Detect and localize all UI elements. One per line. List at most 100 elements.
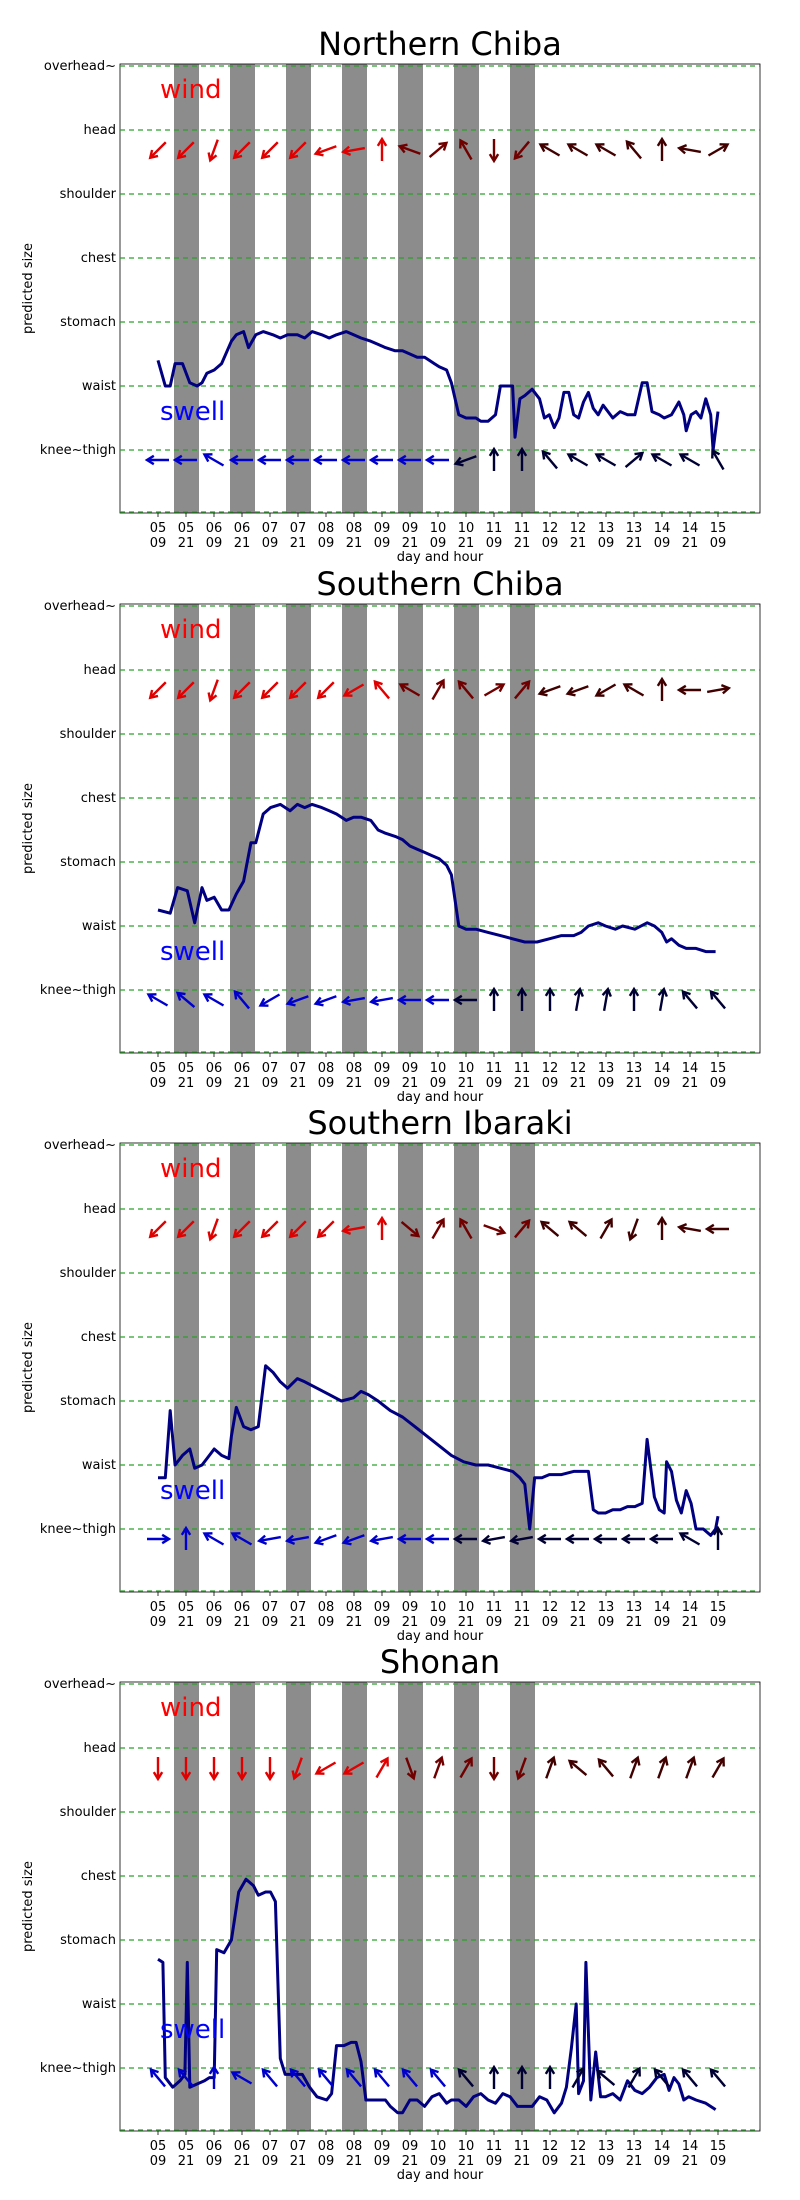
arrow-shaft bbox=[510, 1535, 534, 1543]
wind-arrow bbox=[515, 1757, 527, 1781]
night-band bbox=[398, 604, 423, 1053]
arrow-head bbox=[148, 1228, 159, 1239]
wind-arrow bbox=[567, 1220, 588, 1237]
arrow-shaft bbox=[595, 453, 617, 467]
swell-arrow bbox=[516, 446, 528, 471]
wind-arrow bbox=[488, 1757, 500, 1782]
x-tick-label: 14 bbox=[654, 2139, 671, 2154]
swell-arrow bbox=[396, 994, 421, 1006]
x-tick-label: 21 bbox=[234, 1076, 251, 1091]
night-band bbox=[342, 604, 367, 1053]
x-tick-label: 14 bbox=[654, 1600, 671, 1615]
x-tick-label: 07 bbox=[262, 2139, 279, 2154]
wind-arrow bbox=[707, 143, 730, 157]
swell-arrow bbox=[312, 454, 337, 466]
arrow-head bbox=[144, 454, 155, 466]
arrow-head bbox=[232, 689, 243, 700]
x-tick-label: 12 bbox=[542, 1600, 559, 1615]
arrow-head bbox=[406, 1770, 417, 1781]
arrow-shaft bbox=[711, 449, 725, 471]
swell-arrow bbox=[657, 986, 668, 1012]
chart-title: Northern Chiba bbox=[318, 25, 562, 63]
arrow-shaft bbox=[629, 1218, 639, 1240]
wind-arrow bbox=[398, 683, 421, 697]
arrow-shaft bbox=[234, 990, 250, 1010]
arrow-shaft bbox=[402, 2068, 418, 2088]
arrow-head bbox=[340, 1224, 352, 1235]
arrow-shaft bbox=[571, 2067, 585, 2089]
x-tick-label: 09 bbox=[402, 1061, 419, 1076]
arrow-head bbox=[452, 994, 463, 1006]
x-tick-label: 21 bbox=[346, 2154, 363, 2169]
arrow-shaft bbox=[623, 683, 645, 697]
plot-frame bbox=[119, 1142, 761, 1593]
arrow-shaft bbox=[342, 996, 366, 1004]
arrow-head bbox=[148, 689, 159, 700]
wind-arrow bbox=[176, 141, 195, 160]
arrow-head bbox=[544, 986, 556, 997]
arrow-head bbox=[291, 1770, 302, 1781]
x-tick-label: 21 bbox=[458, 536, 475, 551]
y-tick-label: chest bbox=[81, 251, 116, 266]
arrow-head bbox=[230, 2071, 241, 2081]
y-tick-label: overhead~ bbox=[44, 599, 116, 614]
x-tick-label: 09 bbox=[542, 1615, 559, 1630]
arrow-shaft bbox=[657, 1757, 667, 1779]
swell-arrow bbox=[624, 451, 645, 468]
arrow-shaft bbox=[343, 683, 365, 697]
arrow-shaft bbox=[679, 1532, 701, 1546]
arrow-head bbox=[149, 2067, 159, 2078]
swell-arrow bbox=[457, 2067, 474, 2088]
arrow-shaft bbox=[431, 1218, 445, 1240]
wind-arrow bbox=[148, 141, 167, 160]
wind-arrow bbox=[431, 1217, 445, 1240]
x-tick-label: 09 bbox=[402, 521, 419, 536]
x-tick-label: 09 bbox=[542, 536, 559, 551]
x-tick-label: 21 bbox=[626, 2154, 643, 2169]
arrow-shaft bbox=[231, 2071, 253, 2085]
arrow-head bbox=[260, 689, 271, 700]
swell-arrow bbox=[452, 1533, 477, 1545]
x-tick-label: 07 bbox=[262, 1061, 279, 1076]
arrow-shaft bbox=[370, 1535, 394, 1543]
x-tick-label: 06 bbox=[206, 1600, 223, 1615]
wind-arrow bbox=[264, 1757, 276, 1782]
arrow-head bbox=[656, 136, 668, 147]
x-tick-label: 09 bbox=[486, 2154, 503, 2169]
arrow-shaft bbox=[598, 1758, 614, 1778]
arrow-shaft bbox=[459, 1757, 473, 1779]
arrow-head bbox=[521, 1218, 531, 1229]
swell-arrow bbox=[516, 986, 528, 1011]
y-tick-label: stomach bbox=[60, 1394, 116, 1409]
swell-arrow bbox=[177, 2067, 194, 2088]
wind-arrow bbox=[539, 1220, 560, 1237]
arrow-head bbox=[177, 2067, 187, 2078]
arrow-head bbox=[261, 2067, 271, 2078]
arrow-head bbox=[488, 153, 500, 164]
arrow-head bbox=[288, 1228, 299, 1239]
swell-arrow bbox=[424, 454, 449, 466]
arrow-shaft bbox=[540, 1221, 560, 1237]
arrow-shaft bbox=[430, 2068, 446, 2088]
swell-arrow bbox=[146, 993, 169, 1007]
swell-arrow bbox=[678, 1532, 701, 1546]
x-tick-label: 09 bbox=[318, 1615, 335, 1630]
arrow-head bbox=[376, 1215, 388, 1226]
arrow-head bbox=[424, 994, 435, 1006]
arrow-head bbox=[515, 1770, 526, 1781]
arrow-head bbox=[397, 143, 408, 154]
x-tick-label: 21 bbox=[234, 1615, 251, 1630]
arrow-shaft bbox=[567, 143, 589, 157]
chart-title: Shonan bbox=[380, 1643, 500, 1681]
x-tick-label: 08 bbox=[346, 1600, 363, 1615]
x-tick-label: 07 bbox=[262, 521, 279, 536]
arrow-head bbox=[396, 454, 407, 466]
swell-arrow bbox=[709, 2067, 726, 2088]
swell-arrow bbox=[396, 454, 421, 466]
wind-arrow bbox=[538, 143, 561, 157]
night-band bbox=[230, 64, 255, 513]
arrow-shaft bbox=[682, 990, 698, 1010]
arrow-head bbox=[656, 676, 668, 687]
swell-arrow bbox=[544, 2064, 556, 2089]
x-tick-label: 14 bbox=[682, 521, 699, 536]
